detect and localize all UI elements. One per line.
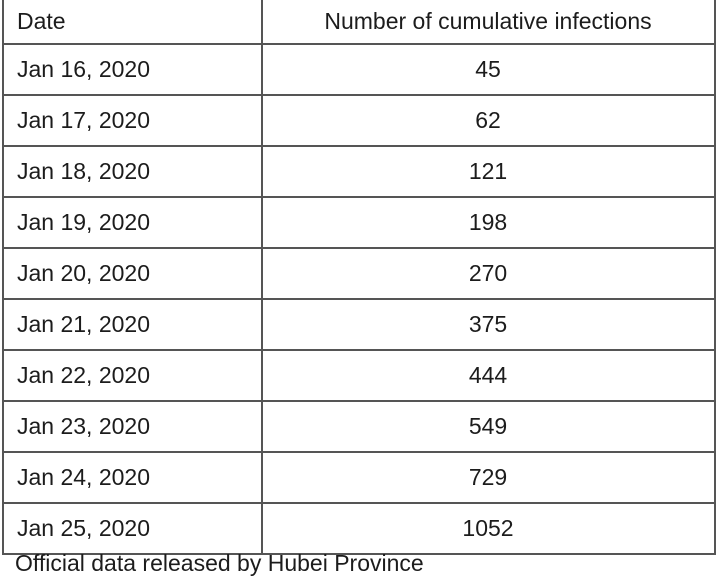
infections-value-cell: 444 — [261, 349, 716, 402]
table-caption: Official data released by Hubei Province — [15, 550, 424, 576]
date-cell: Jan 16, 2020 — [2, 43, 263, 96]
date-cell: Jan 18, 2020 — [2, 145, 263, 198]
cumulative-infections-table: Date Number of cumulative infections Jan… — [2, 0, 716, 555]
infections-value-cell: 729 — [261, 451, 716, 504]
table-row: Jan 22, 2020 444 — [2, 349, 716, 402]
table-row: Jan 23, 2020 549 — [2, 400, 716, 453]
table-header-row: Date Number of cumulative infections — [2, 0, 716, 45]
date-cell: Jan 21, 2020 — [2, 298, 263, 351]
infections-column-header: Number of cumulative infections — [261, 0, 716, 45]
date-cell: Jan 24, 2020 — [2, 451, 263, 504]
table-row: Jan 17, 2020 62 — [2, 94, 716, 147]
date-cell: Jan 23, 2020 — [2, 400, 263, 453]
table-row: Jan 16, 2020 45 — [2, 43, 716, 96]
table-row: Jan 25, 2020 1052 — [2, 502, 716, 555]
infections-value-cell: 1052 — [261, 502, 716, 555]
date-cell: Jan 17, 2020 — [2, 94, 263, 147]
table-row: Jan 24, 2020 729 — [2, 451, 716, 504]
date-cell: Jan 19, 2020 — [2, 196, 263, 249]
date-cell: Jan 22, 2020 — [2, 349, 263, 402]
table-row: Jan 21, 2020 375 — [2, 298, 716, 351]
infections-value-cell: 375 — [261, 298, 716, 351]
table-row: Jan 18, 2020 121 — [2, 145, 716, 198]
date-cell: Jan 20, 2020 — [2, 247, 263, 300]
table-body: Jan 16, 2020 45 Jan 17, 2020 62 Jan 18, 2020… — [2, 43, 716, 555]
infections-value-cell: 62 — [261, 94, 716, 147]
infections-value-cell: 45 — [261, 43, 716, 96]
table-row: Jan 19, 2020 198 — [2, 196, 716, 249]
infections-value-cell: 270 — [261, 247, 716, 300]
table-row: Jan 20, 2020 270 — [2, 247, 716, 300]
date-column-header: Date — [2, 0, 263, 45]
date-cell: Jan 25, 2020 — [2, 502, 263, 555]
infections-value-cell: 549 — [261, 400, 716, 453]
infections-value-cell: 121 — [261, 145, 716, 198]
infections-value-cell: 198 — [261, 196, 716, 249]
